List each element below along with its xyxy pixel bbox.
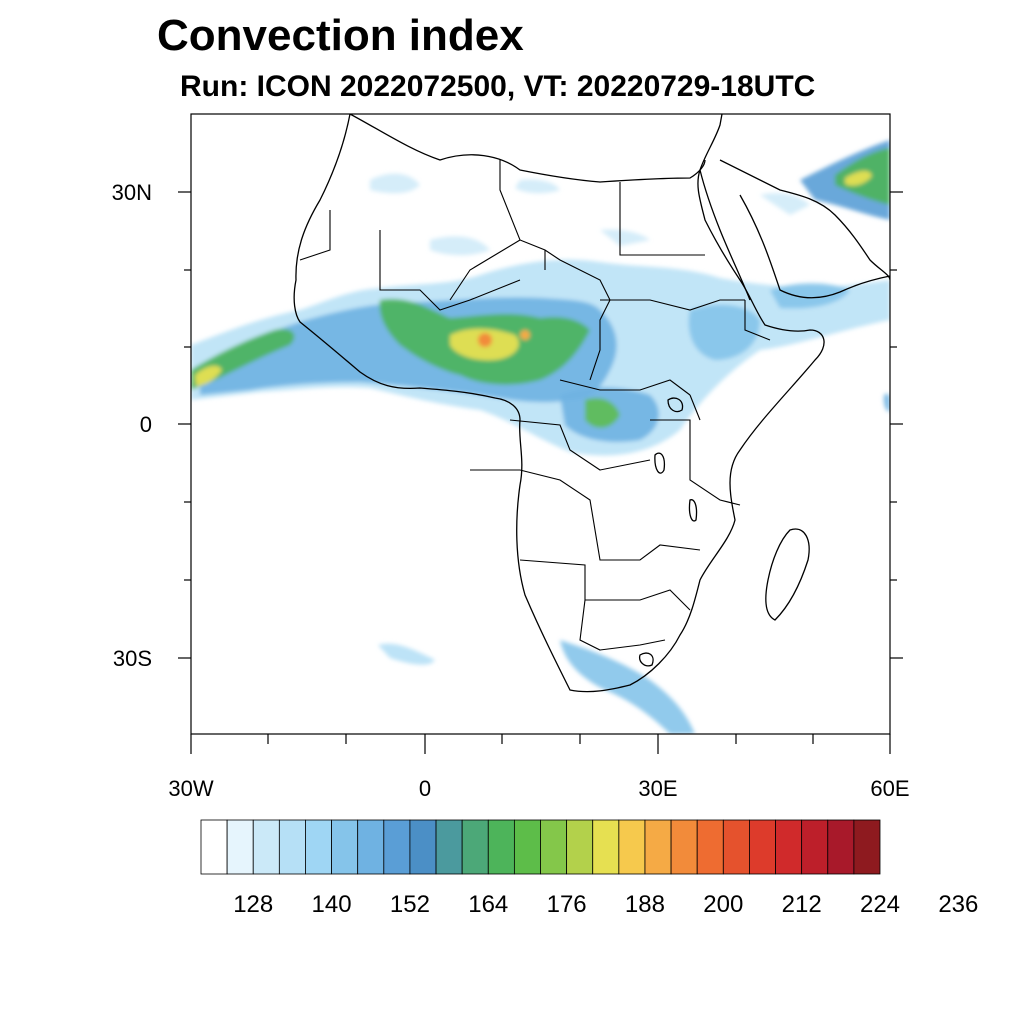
colorbar-label: 200	[703, 891, 743, 918]
convection-belt-light	[191, 259, 890, 456]
colorbar-swatch	[749, 819, 776, 875]
convection-persian-gulf	[800, 140, 890, 220]
colorbar-swatch	[513, 819, 541, 875]
convection-field	[191, 140, 890, 734]
convection-south-africa	[560, 640, 695, 734]
convection-north-patches	[370, 173, 810, 256]
colorbar-label: 236	[938, 891, 978, 918]
convection-arabian-core	[835, 148, 890, 205]
colorbar-swatch	[226, 819, 254, 875]
convection-green-core	[379, 299, 590, 385]
colorbar-swatch	[722, 819, 750, 875]
colorbar-swatch	[644, 819, 672, 875]
colorbar-label: 164	[468, 891, 508, 918]
arabian-peninsula	[719, 159, 890, 299]
coastlines-and-borders	[293, 114, 890, 693]
convection-ethiopia	[688, 304, 760, 360]
convection-east-edge	[883, 393, 890, 412]
convection-south-atlantic	[378, 643, 435, 665]
colorbar-swatch	[461, 819, 489, 875]
lat-label-30n: 30N	[111, 180, 152, 205]
chart-title: Convection index	[157, 11, 524, 60]
colorbar-swatch	[409, 819, 437, 875]
colorbar-swatch	[252, 819, 280, 875]
colorbar-swatch	[305, 819, 332, 875]
colorbar-swatch	[566, 819, 594, 875]
colorbar-swatch	[435, 819, 463, 875]
colorbar-swatch	[696, 819, 724, 875]
colorbar-label: 212	[782, 891, 822, 918]
colorbar-label: 128	[233, 891, 273, 918]
colorbar-swatch	[592, 819, 620, 875]
lon-label-30e: 30E	[638, 776, 678, 801]
africa-coastline	[293, 114, 825, 693]
colorbar-swatch	[670, 819, 698, 875]
colorbar-swatch	[540, 819, 568, 875]
colorbar: 128 140 152 164 176 188 200 212 224 236	[200, 819, 978, 918]
colorbar-swatch	[775, 819, 803, 875]
convection-arabia	[770, 283, 850, 309]
colorbar-swatch	[827, 819, 855, 875]
colorbar-swatch	[357, 819, 385, 875]
convection-west-coast-core	[191, 329, 295, 390]
lat-label-0: 0	[139, 412, 152, 437]
colorbar-label: 152	[390, 891, 430, 918]
convection-congo-core	[585, 398, 620, 428]
convection-belt-medium	[200, 297, 617, 403]
convection-orange-peak-2	[520, 330, 530, 340]
colorbar-label: 188	[625, 891, 665, 918]
chart-subtitle: Run: ICON 2022072500, VT: 20220729-18UTC	[180, 70, 816, 103]
mediterranean-coast	[349, 114, 706, 183]
colorbar-swatch	[331, 819, 359, 875]
lat-label-30s: 30S	[112, 646, 152, 671]
convection-yellow-gulf	[845, 170, 872, 186]
convection-yellow-coast	[195, 365, 222, 386]
convection-yellow-core	[450, 328, 519, 361]
colorbar-swatch	[278, 819, 306, 875]
colorbar-swatch	[853, 819, 881, 875]
madagascar	[765, 528, 810, 621]
colorbar-swatch	[383, 819, 411, 875]
lakes	[639, 397, 698, 667]
lon-label-60e: 60E	[870, 776, 910, 801]
colorbar-swatch	[801, 819, 829, 875]
red-sea-west	[699, 169, 751, 301]
lon-label-0: 0	[418, 776, 432, 801]
convection-central-africa	[560, 387, 659, 442]
colorbar-label: 224	[860, 891, 900, 918]
colorbar-label: 176	[547, 891, 587, 918]
country-borders	[299, 160, 771, 651]
colorbar-label: 140	[312, 891, 352, 918]
colorbar-swatch	[200, 819, 228, 875]
convection-orange-peak	[478, 333, 492, 347]
colorbar-swatch	[487, 819, 515, 875]
lon-label-30w: 30W	[168, 776, 214, 801]
map-frame	[178, 113, 903, 754]
colorbar-swatch	[618, 819, 646, 875]
